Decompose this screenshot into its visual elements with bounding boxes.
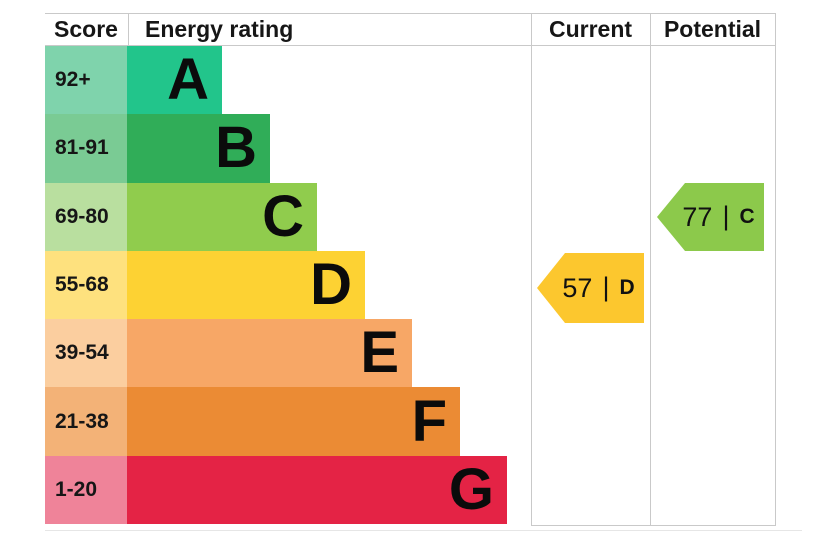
rating-row-b: 81-91 B <box>45 114 775 183</box>
header-current: Current <box>548 16 633 42</box>
band-letter: F <box>411 388 447 454</box>
rating-row-e: 39-54 E <box>45 319 775 388</box>
rating-table: Score Energy rating Current Potential 92… <box>45 13 776 526</box>
rating-row-d: 55-68 D <box>45 250 775 320</box>
score-cell: 92+ <box>45 46 127 115</box>
band-letter: E <box>360 320 399 386</box>
rating-bar: D <box>127 250 365 320</box>
rating-bar: C <box>127 182 317 251</box>
score-cell: 81-91 <box>45 114 127 183</box>
grid-line-column-bottom <box>531 525 776 526</box>
potential-score-value: 77 <box>682 201 713 232</box>
grid-line-current-left <box>531 13 532 525</box>
grid-line-right-edge <box>775 13 776 525</box>
bottom-rule <box>45 530 802 531</box>
band-letter: C <box>262 183 304 249</box>
rating-bar: B <box>127 114 270 183</box>
current-band-letter: D <box>619 276 635 299</box>
score-cell: 69-80 <box>45 182 127 251</box>
current-score-value: 57 <box>562 272 593 303</box>
header-energy-rating: Energy rating <box>145 16 294 42</box>
score-cell: 21-38 <box>45 387 127 456</box>
rating-row-c: 69-80 C <box>45 182 775 251</box>
rating-rows: 92+ A 81-91 B 69-80 C 55-68 D 39-54 E 21… <box>45 46 775 524</box>
band-letter: B <box>215 115 257 181</box>
score-cell: 39-54 <box>45 319 127 388</box>
score-cell: 1-20 <box>45 455 127 524</box>
score-cell: 55-68 <box>45 250 127 320</box>
grid-line-potential-left <box>650 13 651 525</box>
rating-bar: G <box>127 455 507 524</box>
band-letter: A <box>167 47 209 113</box>
rating-row-f: 21-38 F <box>45 387 775 456</box>
potential-band-letter: C <box>739 205 755 228</box>
current-rating-arrow: 57 | D <box>537 253 644 323</box>
header-score: Score <box>54 16 118 42</box>
rating-bar: F <box>127 387 460 456</box>
rating-row-g: 1-20 G <box>45 455 775 524</box>
table-header: Score Energy rating Current Potential <box>45 13 775 46</box>
rating-row-a: 92+ A <box>45 46 775 115</box>
rating-bar: E <box>127 319 412 388</box>
band-letter: G <box>448 456 494 522</box>
potential-separator: | <box>722 200 730 231</box>
rating-bar: A <box>127 46 222 115</box>
header-potential: Potential <box>663 16 762 42</box>
band-letter: D <box>310 251 352 317</box>
current-separator: | <box>602 271 610 302</box>
grid-line-score-divider <box>128 13 129 46</box>
